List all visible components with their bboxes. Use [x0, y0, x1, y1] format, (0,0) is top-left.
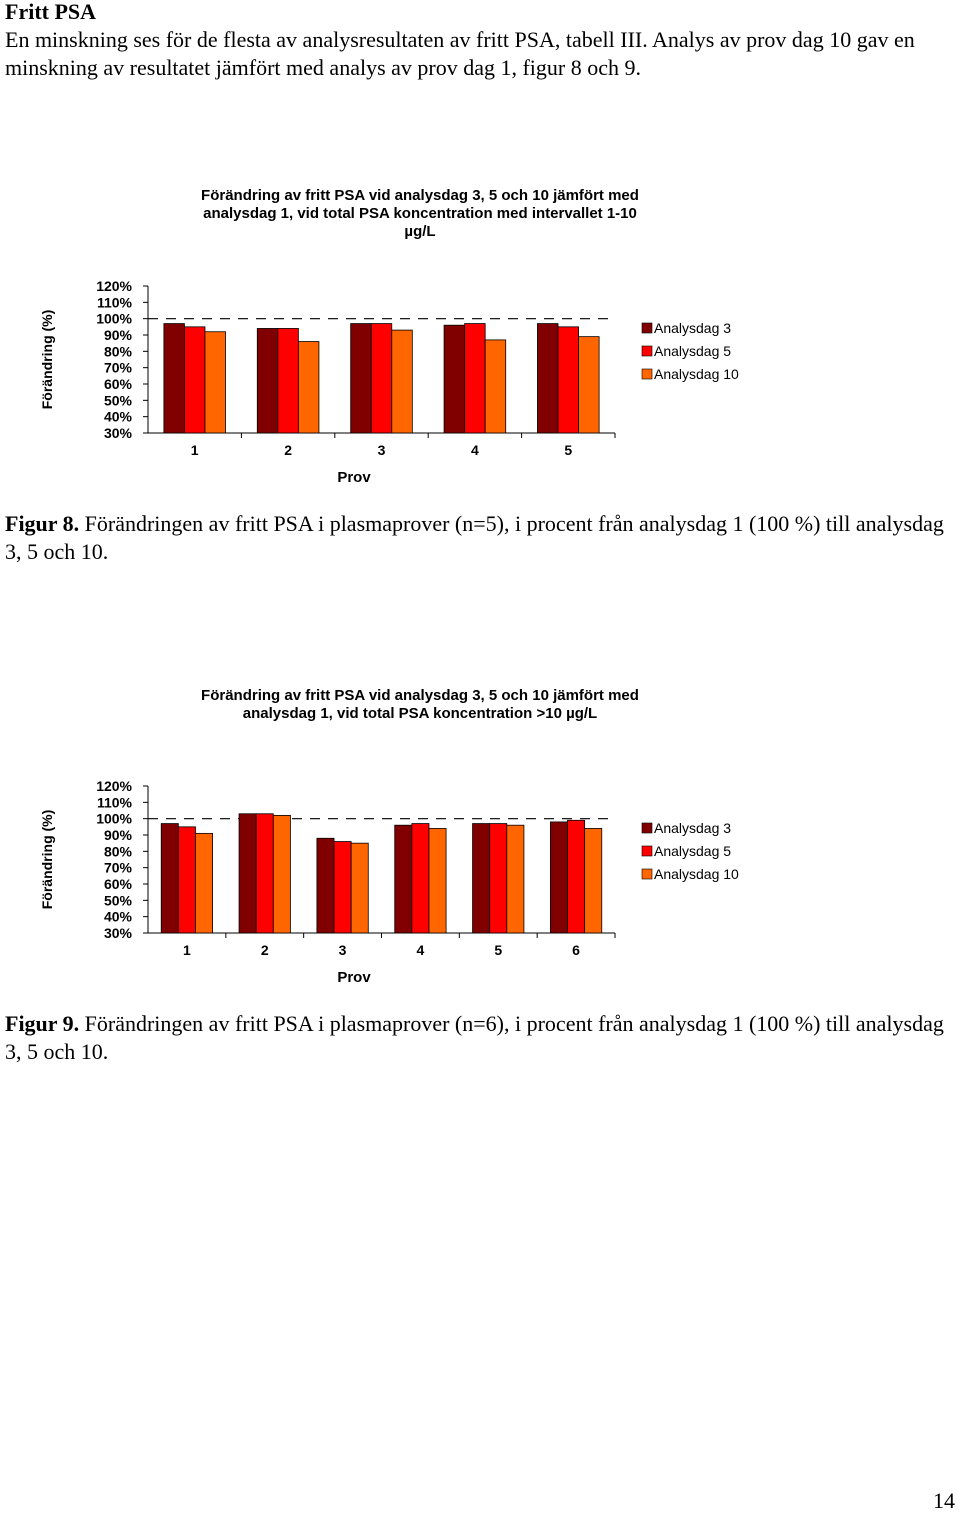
chart-title-line: analysdag 1, vid total PSA koncentration…	[203, 205, 637, 222]
bar-prov3-series1	[316, 837, 335, 934]
legend-label: Analysdag 10	[654, 866, 739, 882]
legend-swatch	[641, 322, 653, 334]
y-tick-label: 100%	[96, 811, 132, 827]
figure-8-caption: Figur 8. Förändringen av fritt PSA i pla…	[5, 510, 955, 566]
x-tick-label: 5	[564, 442, 572, 458]
x-tick-label: 1	[191, 442, 199, 458]
y-tick-label: 110%	[97, 294, 133, 310]
legend-label: Analysdag 3	[654, 820, 731, 836]
y-tick-label: 30%	[104, 925, 133, 941]
bar-prov3-series2	[333, 841, 352, 934]
intro-paragraph: En minskning ses för de flesta av analys…	[5, 27, 915, 80]
y-tick-label: 30%	[104, 425, 133, 441]
x-axis-label: Prov	[337, 469, 371, 486]
figure-9-chart: Förändring av fritt PSA vid analysdag 3,…	[0, 680, 800, 1000]
figure-9-caption-text: Förändringen av fritt PSA i plasmaprover…	[5, 1011, 944, 1064]
figure-8-chart: Förändring av fritt PSA vid analysdag 3,…	[0, 180, 800, 500]
chart-title-line: µg/L	[404, 223, 435, 240]
bar-prov5-series3	[506, 824, 525, 934]
figure-9-caption: Figur 9. Förändringen av fritt PSA i pla…	[5, 1010, 955, 1066]
x-tick-label: 2	[261, 942, 269, 958]
legend-swatch	[641, 868, 653, 880]
bar-prov6-series1	[549, 821, 568, 934]
y-tick-label: 110%	[97, 794, 133, 810]
bar-prov1-series2	[177, 826, 196, 934]
bar-prov3-series3	[350, 842, 369, 934]
y-tick-label: 90%	[104, 827, 133, 843]
y-tick-label: 70%	[104, 360, 133, 376]
bar-prov5-series1	[472, 823, 491, 934]
bar-prov5-series2	[557, 326, 579, 434]
y-tick-label: 80%	[104, 343, 133, 359]
legend-label: Analysdag 5	[654, 343, 731, 359]
legend-swatch	[641, 822, 653, 834]
bar-prov2-series3	[297, 341, 320, 434]
legend-swatch	[641, 845, 653, 857]
y-axis-label: Förändring (%)	[39, 310, 55, 410]
y-tick-label: 90%	[104, 327, 133, 343]
chart-title-line: Förändring av fritt PSA vid analysdag 3,…	[201, 687, 639, 704]
y-tick-label: 60%	[104, 876, 133, 892]
bar-prov5-series1	[537, 323, 559, 434]
chart-title-line: Förändring av fritt PSA vid analysdag 3,…	[201, 187, 639, 204]
y-tick-label: 60%	[104, 376, 133, 392]
bar-prov3-series1	[350, 323, 372, 434]
x-tick-label: 3	[339, 942, 347, 958]
bar-prov2-series2	[277, 328, 299, 434]
bar-prov1-series2	[184, 326, 206, 434]
y-tick-label: 40%	[104, 909, 133, 925]
chart-svg: Förändring av fritt PSA vid analysdag 3,…	[39, 187, 739, 486]
chart-svg: Förändring av fritt PSA vid analysdag 3,…	[39, 687, 739, 986]
x-axis-label: Prov	[337, 969, 371, 986]
bar-prov3-series3	[391, 329, 413, 434]
chart-title-line: analysdag 1, vid total PSA koncentration…	[243, 705, 597, 722]
x-tick-label: 5	[494, 942, 502, 958]
y-tick-label: 50%	[104, 892, 133, 908]
legend-label: Analysdag 5	[654, 843, 731, 859]
x-tick-label: 1	[183, 942, 191, 958]
legend-swatch	[641, 368, 653, 380]
legend-label: Analysdag 10	[654, 366, 739, 382]
y-tick-label: 70%	[104, 860, 133, 876]
bar-prov1-series3	[195, 832, 214, 934]
figure-8-label: Figur 8.	[5, 511, 80, 536]
bar-prov1-series1	[163, 323, 185, 434]
figure-8-caption-text: Förändringen av fritt PSA i plasmaprover…	[5, 511, 944, 564]
bar-prov4-series2	[411, 823, 430, 934]
legend-label: Analysdag 3	[654, 320, 731, 336]
legend-swatch	[641, 345, 653, 357]
bar-prov6-series2	[567, 819, 586, 934]
section-heading: Fritt PSA	[5, 0, 97, 24]
x-tick-label: 4	[471, 442, 479, 458]
bar-prov2-series1	[256, 328, 279, 434]
y-axis-label: Förändring (%)	[39, 810, 55, 910]
page-number: 14	[933, 1488, 955, 1513]
y-tick-label: 120%	[96, 278, 132, 294]
y-tick-label: 80%	[104, 843, 133, 859]
bar-prov6-series3	[584, 828, 603, 934]
figure-9-label: Figur 9.	[5, 1011, 80, 1036]
x-tick-label: 6	[572, 942, 580, 958]
bar-prov1-series1	[160, 823, 179, 934]
x-tick-label: 4	[417, 942, 425, 958]
bar-prov2-series1	[238, 813, 257, 934]
y-tick-label: 120%	[96, 778, 132, 794]
bar-prov5-series3	[578, 336, 600, 434]
bar-prov4-series3	[484, 339, 507, 434]
bar-prov2-series3	[272, 814, 291, 934]
y-tick-label: 50%	[104, 392, 133, 408]
bar-prov4-series1	[443, 324, 466, 434]
x-tick-label: 3	[378, 442, 386, 458]
y-tick-label: 40%	[104, 409, 133, 425]
bar-prov4-series2	[464, 323, 486, 434]
bar-prov3-series2	[370, 323, 393, 434]
bar-prov5-series2	[489, 823, 508, 934]
bar-prov4-series1	[394, 824, 413, 934]
x-tick-label: 2	[284, 442, 292, 458]
bar-prov4-series3	[428, 828, 447, 934]
y-tick-label: 100%	[96, 311, 132, 327]
bar-prov2-series2	[255, 813, 274, 934]
bar-prov1-series3	[204, 331, 226, 434]
